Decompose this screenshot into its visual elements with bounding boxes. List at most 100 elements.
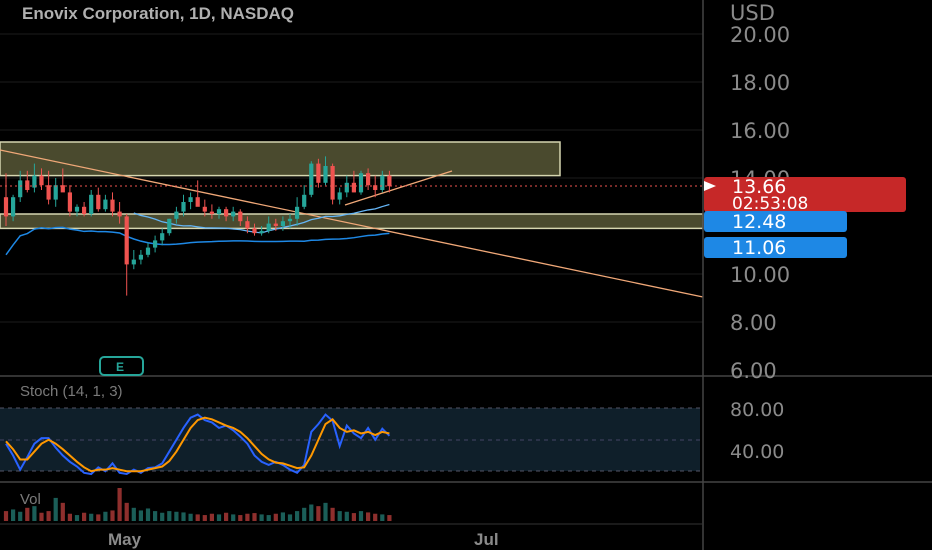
volume-bar — [53, 497, 58, 521]
volume-bar — [252, 513, 257, 521]
volume-bar — [110, 510, 115, 521]
volume-bar — [18, 511, 23, 521]
candle — [167, 218, 172, 236]
candle — [67, 185, 72, 217]
volume-bar — [224, 512, 229, 521]
volume-bar — [160, 512, 165, 521]
volume-bar — [153, 511, 158, 521]
volume-bar — [188, 513, 193, 521]
candle — [174, 206, 179, 224]
volume-bars — [3, 488, 392, 521]
candle — [145, 242, 151, 258]
candle — [96, 187, 101, 212]
volume-bar — [387, 515, 392, 521]
volume-bar — [131, 507, 136, 521]
volume-bar — [145, 508, 151, 521]
ma-fast-badge[interactable]: 12.48 — [704, 211, 847, 233]
stoch-tick-80: 80.00 — [730, 399, 784, 421]
time-label-jul: Jul — [474, 530, 499, 549]
volume-bar — [337, 511, 342, 521]
candle — [160, 228, 165, 246]
volume-bar — [202, 515, 207, 521]
time-label-may: May — [108, 530, 142, 549]
stoch-d-line — [5, 416, 390, 473]
resistance-zone[interactable] — [0, 141, 561, 177]
volume-bar — [259, 514, 264, 521]
volume-bar — [231, 514, 236, 521]
volume-bar — [3, 511, 9, 521]
candle — [89, 190, 94, 217]
volume-bar — [287, 514, 293, 521]
support-zone[interactable] — [0, 213, 704, 230]
stoch-band — [0, 408, 700, 471]
last-price-badge[interactable]: 13.66 02:53:08 — [704, 176, 906, 214]
candle — [153, 235, 158, 253]
candle — [302, 185, 307, 210]
candle — [188, 192, 193, 210]
candle — [231, 206, 236, 222]
volume-label[interactable]: Vol — [20, 491, 41, 508]
volume-bar — [74, 515, 80, 521]
candle — [138, 250, 143, 265]
chart-title: Enovix Corporation, 1D, NASDAQ — [22, 4, 294, 23]
volume-bar — [266, 515, 271, 521]
volume-bar — [323, 502, 328, 521]
candle — [124, 214, 129, 296]
price-tick-20: 20.00 — [730, 23, 790, 47]
candle — [316, 158, 321, 188]
price-tick-6: 6.00 — [730, 359, 777, 383]
volume-bar — [273, 513, 278, 521]
candle — [110, 192, 115, 217]
stoch-k-line — [5, 413, 391, 476]
last-price-value: 13.66 — [732, 176, 786, 198]
candle — [11, 194, 16, 222]
earnings-marker-label: E — [116, 360, 124, 374]
volume-bar — [117, 488, 122, 521]
volume-bar — [67, 513, 72, 521]
volume-bar — [96, 514, 101, 521]
price-grid — [0, 33, 703, 323]
volume-bar — [25, 507, 30, 521]
volume-bar — [373, 513, 378, 521]
candle — [266, 216, 271, 234]
candle — [351, 170, 356, 193]
descending-trendline[interactable] — [0, 149, 704, 298]
ma-slow-line — [5, 226, 390, 256]
candle — [273, 218, 278, 231]
earnings-marker[interactable]: E — [99, 356, 144, 376]
candle — [53, 178, 58, 207]
candle — [280, 216, 285, 231]
currency-label: USD — [730, 1, 775, 25]
ma-fast-value: 12.48 — [732, 211, 786, 233]
ascending-trendline[interactable] — [344, 170, 453, 206]
volume-bar — [167, 511, 172, 521]
volume-bar — [245, 513, 250, 521]
ma-slow-badge[interactable]: 11.06 — [704, 237, 847, 259]
candle — [330, 163, 335, 205]
volume-bar — [309, 504, 314, 521]
volume-bar — [82, 512, 87, 521]
volume-bar — [124, 502, 129, 521]
volume-bar — [89, 513, 94, 521]
candle — [60, 168, 65, 193]
volume-bar — [316, 506, 321, 521]
candle — [209, 204, 214, 219]
candle — [181, 194, 186, 217]
stoch-label[interactable]: Stoch (14, 1, 3) — [20, 383, 123, 400]
candle — [202, 199, 207, 217]
candle — [74, 204, 80, 217]
candle — [224, 206, 229, 222]
candle — [259, 226, 264, 236]
volume-bar — [330, 507, 335, 521]
volume-bar — [181, 512, 186, 521]
candle — [323, 156, 328, 186]
candle — [32, 163, 37, 193]
volume-bar — [238, 515, 243, 521]
volume-bar — [216, 514, 222, 521]
volume-bar — [351, 513, 356, 521]
volume-bar — [295, 511, 300, 521]
volume-bar — [60, 502, 65, 521]
volume-bar — [380, 514, 385, 521]
candle — [131, 250, 136, 270]
